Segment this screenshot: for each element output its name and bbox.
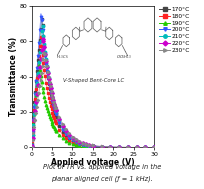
Legend: 170°C, 180°C, 190°C, 200°C, 210°C, 220°C, 230°C: 170°C, 180°C, 190°C, 200°C, 210°C, 220°C… (159, 7, 190, 53)
Text: V-Shaped Bent-Core LC: V-Shaped Bent-Core LC (63, 78, 124, 83)
Text: $\mathit{H_{13}C_6}$: $\mathit{H_{13}C_6}$ (56, 53, 69, 61)
Text: planar aligned cell (ƒ = 1 kHz).: planar aligned cell (ƒ = 1 kHz). (51, 175, 153, 182)
Text: $\mathit{OC_6H_{13}}$: $\mathit{OC_6H_{13}}$ (116, 53, 131, 61)
Text: Plot of TR vs. applied voltage in the: Plot of TR vs. applied voltage in the (43, 164, 161, 170)
X-axis label: Applied voltage (V): Applied voltage (V) (51, 158, 135, 167)
Y-axis label: Transmittance (%): Transmittance (%) (9, 37, 18, 116)
